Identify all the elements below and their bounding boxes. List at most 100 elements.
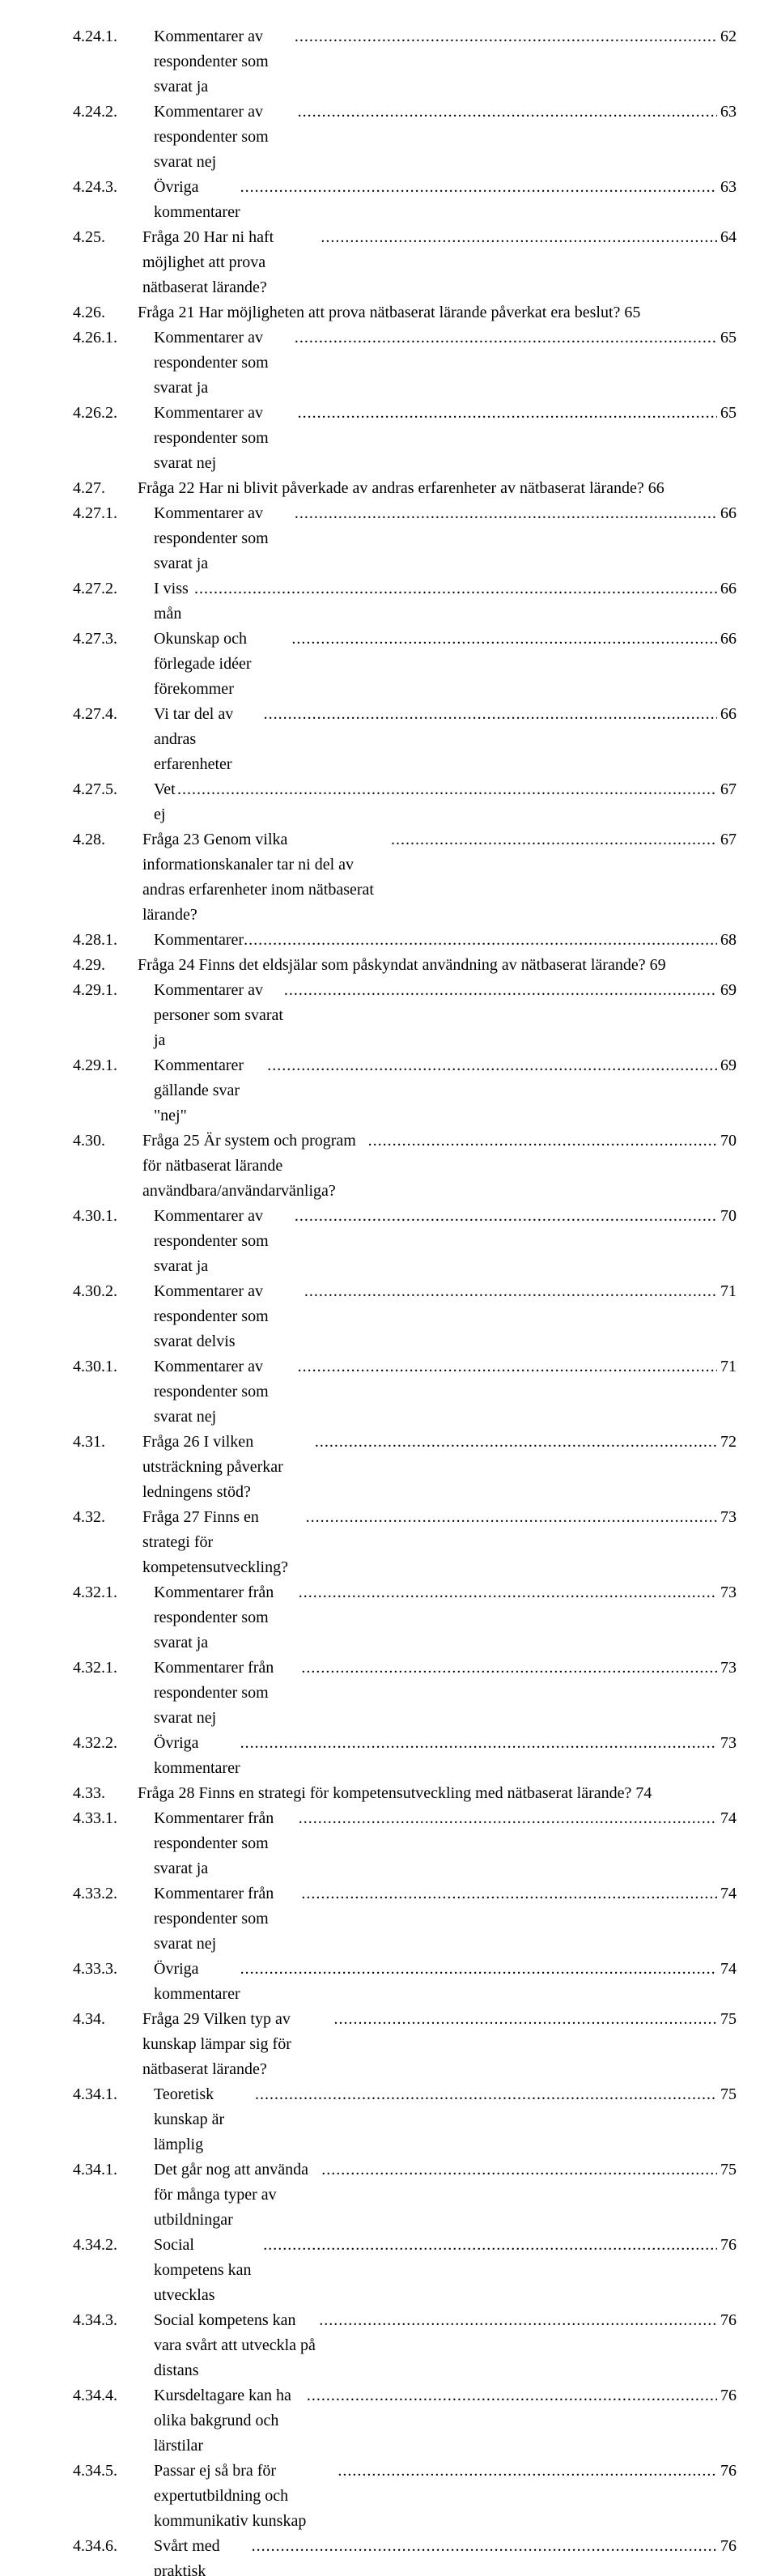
toc-text: Kommentarer av respondenter som svarat j… [154,24,295,100]
toc-number: 4.27.3. [73,627,154,652]
toc-dot-leader [315,1430,717,1455]
toc-number: 4.29.1. [73,978,154,1003]
toc-page-number: 67 [717,777,737,802]
toc-entry: 4.26.2.Kommentarer av respondenter som s… [40,401,737,476]
toc-text: Kommentarer av respondenter som svarat j… [154,501,295,576]
toc-entry: 4.32.Fråga 27 Finns en strategi för komp… [40,1505,737,1580]
toc-page-number: 76 [717,2383,737,2408]
toc-text: Kommentarer av respondenter som svarat n… [154,100,298,175]
toc-text: Kommentarer från respondenter som svarat… [154,1881,301,1957]
toc-dot-leader [391,827,717,852]
toc-entry: 4.30.1.Kommentarer av respondenter som s… [40,1354,737,1430]
toc-number: 4.26.2. [73,401,154,426]
toc-page-number: 71 [717,1279,737,1304]
toc-entry: 4.30.2.Kommentarer av respondenter som s… [40,1279,737,1354]
toc-text: Passar ej så bra för expertutbildning oc… [154,2459,338,2534]
toc-entry: 4.27.2.I viss mån66 [40,576,737,627]
toc-number: 4.28.1. [73,928,154,953]
toc-dot-leader [264,702,717,727]
toc-text: Det går nog att använda för många typer … [154,2157,321,2233]
toc-number: 4.32.1. [73,1656,154,1681]
toc-entry: 4.29.Fråga 24 Finns det eldsjälar som på… [40,953,737,978]
toc-entry: 4.27.Fråga 22 Har ni blivit påverkade av… [40,476,737,501]
toc-entry: 4.30.Fråga 25 Är system och program för … [40,1129,737,1204]
toc-text: Svårt med praktisk kunskap [154,2534,252,2576]
toc-dot-leader [307,2383,717,2408]
toc-text: Teoretisk kunskap är lämplig [154,2082,255,2157]
toc-entry: 4.27.1.Kommentarer av respondenter som s… [40,501,737,576]
toc-text: Kommentarer gällande svar "nej" [154,1053,267,1129]
toc-entry: 4.34.5.Passar ej så bra för expertutbild… [40,2459,737,2534]
toc-entry: 4.27.4.Vi tar del av andras erfarenheter… [40,702,737,777]
toc-text: Kommentarer [154,928,244,953]
toc-page-number: 74 [717,1881,737,1906]
toc-number: 4.32. [73,1505,142,1530]
toc-dot-leader [194,576,717,601]
toc-number: 4.33.2. [73,1881,154,1906]
toc-text: Fråga 26 I vilken utsträckning påverkar … [142,1430,315,1505]
toc-text: Kommentarer av respondenter som svarat j… [154,325,295,401]
toc-entry: 4.25.Fråga 20 Har ni haft möjlighet att … [40,225,737,300]
toc-entry: 4.27.3.Okunskap och förlegade idéer före… [40,627,737,702]
toc-entry: 4.34.4.Kursdeltagare kan ha olika bakgru… [40,2383,737,2459]
toc-dot-leader [240,1731,717,1756]
toc-text: Övriga kommentarer [154,1731,240,1781]
toc-number: 4.31. [73,1430,142,1455]
toc-text: Kommentarer från respondenter som svarat… [154,1580,299,1656]
toc-text: Kommentarer av respondenter som svarat n… [154,1354,298,1430]
toc-number: 4.30.1. [73,1354,154,1379]
toc-entry: 4.33.3.Övriga kommentarer74 [40,1957,737,2007]
toc-dot-leader [299,1580,717,1605]
toc-entry: 4.32.2.Övriga kommentarer73 [40,1731,737,1781]
toc-dot-leader [295,501,717,526]
toc-page-number: 70 [717,1204,737,1229]
toc-entry: 4.33.1.Kommentarer från respondenter som… [40,1806,737,1881]
toc-dot-leader [306,1505,717,1530]
toc-dot-leader [267,1053,717,1078]
toc-page-number: 76 [717,2308,737,2333]
toc-number: 4.26. [73,300,138,325]
toc-dot-leader [284,978,717,1003]
toc-number: 4.34. [73,2007,142,2032]
toc-number: 4.33.1. [73,1806,154,1831]
toc-page-number: 66 [717,501,737,526]
toc-page-number: 73 [717,1505,737,1530]
toc-page-number: 66 [717,576,737,601]
toc-text: Social kompetens kan vara svårt att utve… [154,2308,319,2383]
toc-page-number: 75 [717,2007,737,2032]
toc-dot-leader [321,2157,717,2183]
toc-entry: 4.26.Fråga 21 Har möjligheten att prova … [40,300,737,325]
toc-entry: 4.24.2.Kommentarer av respondenter som s… [40,100,737,175]
toc-text: Fråga 29 Vilken typ av kunskap lämpar si… [142,2007,334,2082]
toc-entry: 4.32.1.Kommentarer från respondenter som… [40,1656,737,1731]
toc-text: Fråga 28 Finns en strategi för kompetens… [138,1784,652,1802]
toc-text: Övriga kommentarer [154,1957,240,2007]
toc-page-number: 63 [717,100,737,125]
toc-dot-leader [319,2308,717,2333]
toc-number: 4.28. [73,827,142,852]
toc-dot-leader [240,175,717,200]
toc-entry: 4.29.1.Kommentarer av personer som svara… [40,978,737,1053]
toc-page-number: 67 [717,827,737,852]
toc-entry: 4.24.1.Kommentarer av respondenter som s… [40,24,737,100]
toc-dot-leader [301,1881,717,1906]
toc-number: 4.32.1. [73,1580,154,1605]
toc-dot-leader [334,2007,717,2032]
toc-dot-leader [252,2534,717,2559]
toc-dot-leader [338,2459,717,2484]
toc-entry: 4.32.1.Kommentarer från respondenter som… [40,1580,737,1656]
toc-page-number: 69 [717,1053,737,1078]
toc-number: 4.33. [73,1781,138,1806]
toc-number: 4.34.2. [73,2233,154,2258]
toc-entry: 4.28.Fråga 23 Genom vilka informationska… [40,827,737,928]
toc-number: 4.34.1. [73,2082,154,2107]
toc-text: Kommentarer av personer som svarat ja [154,978,284,1053]
toc-page-number: 76 [717,2233,737,2258]
toc-dot-leader [291,627,717,652]
toc-page-number: 76 [717,2534,737,2559]
toc-entry: 4.34.Fråga 29 Vilken typ av kunskap lämp… [40,2007,737,2082]
toc-dot-leader [295,24,717,49]
toc-text: Social kompetens kan utvecklas [154,2233,263,2308]
toc-dot-leader [255,2082,717,2107]
toc-text: Fråga 20 Har ni haft möjlighet att prova… [142,225,321,300]
